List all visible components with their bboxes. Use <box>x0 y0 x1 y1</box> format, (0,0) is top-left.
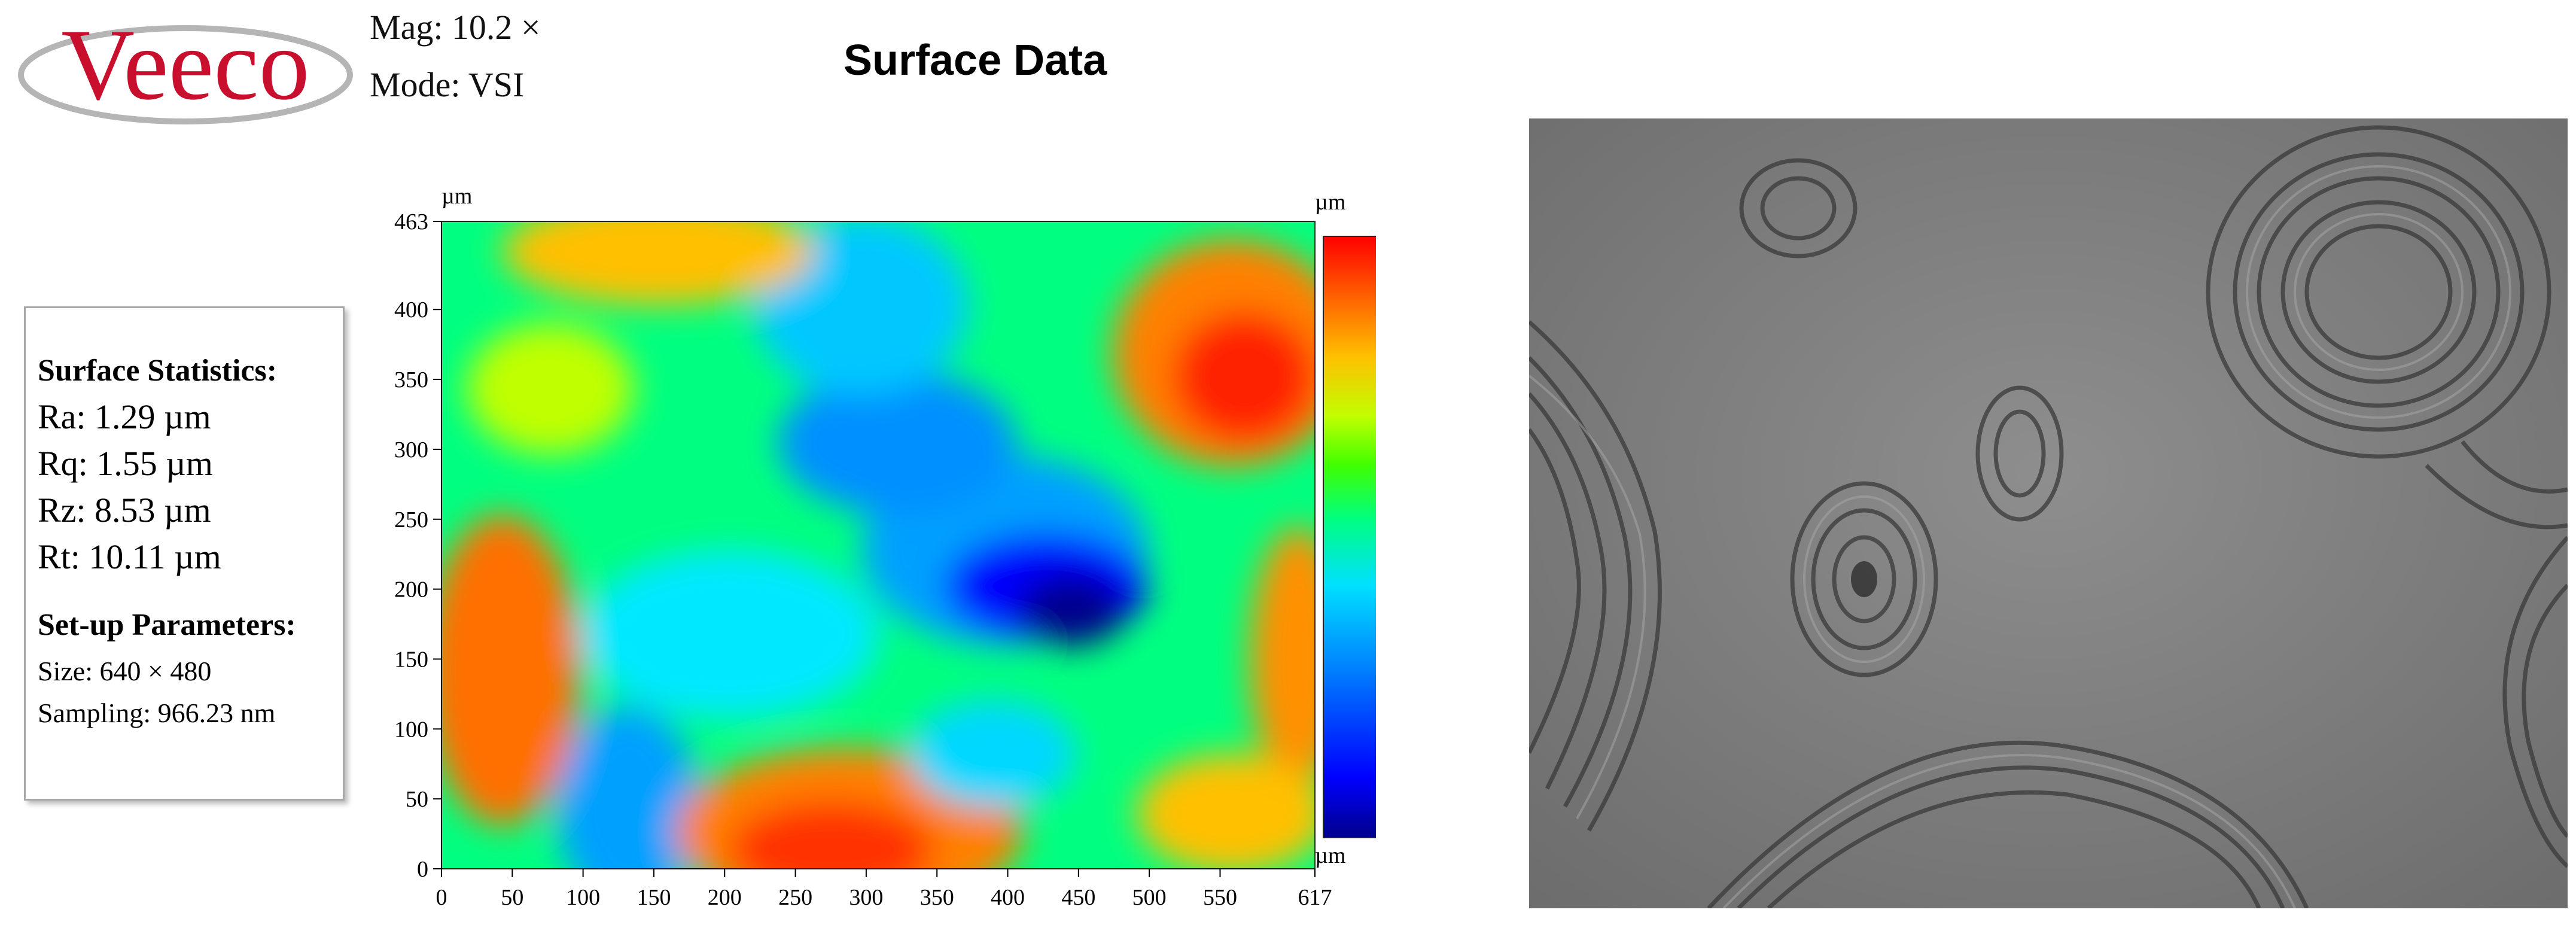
interferogram-image <box>1529 118 2568 908</box>
x-tick-label: 200 <box>708 885 742 910</box>
y-axis-ticks: 0 50 100 150 200 250 300 350 400 463 <box>394 209 441 882</box>
page-title: Surface Data <box>844 36 1107 84</box>
surface-height-map: µm 0 50 100 150 200 250 300 350 400 463 0 50 100 150… <box>394 184 1376 910</box>
setup-sampling: Sampling: 966.23 nm <box>38 698 276 728</box>
x-tick-label: 500 <box>1132 885 1167 910</box>
colorbar-bottom-unit: µm <box>1315 843 1345 868</box>
interference-fringes <box>1529 125 2568 908</box>
y-tick-label: 200 <box>394 577 428 603</box>
y-tick-label: 400 <box>394 297 428 323</box>
setup-parameters-heading: Set-up Parameters: <box>38 608 296 642</box>
stat-rq: Rq: 1.55 µm <box>38 444 213 483</box>
stat-ra: Ra: 1.29 µm <box>38 397 211 436</box>
colorbar-top-unit: µm <box>1315 190 1345 215</box>
x-tick-label: 617 <box>1298 885 1332 910</box>
y-tick-label: 150 <box>394 647 428 672</box>
y-tick-label: 463 <box>394 209 428 235</box>
y-tick-label: 100 <box>394 717 428 742</box>
setup-size: Size: 640 × 480 <box>38 656 212 686</box>
x-tick-label: 350 <box>920 885 954 910</box>
y-tick-label: 300 <box>394 437 428 463</box>
y-tick-label: 350 <box>394 367 428 393</box>
magnification-label: Mag: 10.2 × <box>370 8 541 47</box>
y-tick-label: 250 <box>394 507 428 533</box>
x-tick-label: 100 <box>566 885 600 910</box>
veeco-logo: Veeco <box>12 9 359 129</box>
y-tick-label: 50 <box>406 787 428 812</box>
colorbar <box>1323 236 1376 838</box>
x-tick-label: 150 <box>637 885 671 910</box>
surface-statistics-heading: Surface Statistics: <box>38 354 278 388</box>
x-tick-label: 550 <box>1203 885 1237 910</box>
stat-rt: Rt: 10.11 µm <box>38 537 221 576</box>
x-tick-label: 300 <box>849 885 883 910</box>
y-tick-label: 0 <box>417 857 428 882</box>
heatmap-image <box>441 221 1315 869</box>
x-tick-label: 250 <box>778 885 812 910</box>
surface-statistics-panel: Surface Statistics: Ra: 1.29 µm Rq: 1.55… <box>24 306 345 801</box>
x-tick-label: 50 <box>501 885 523 910</box>
x-tick-label: 0 <box>436 885 447 910</box>
x-tick-label: 400 <box>991 885 1025 910</box>
x-axis-ticks: 0 50 100 150 200 250 300 350 400 450 500 550 617 <box>436 869 1332 910</box>
stat-rz: Rz: 8.53 µm <box>38 491 211 530</box>
y-axis-unit: µm <box>441 184 472 209</box>
x-tick-label: 450 <box>1061 885 1095 910</box>
veeco-logo-graphic: Veeco <box>18 9 353 124</box>
mode-label: Mode: VSI <box>370 65 525 104</box>
logo-text: Veeco <box>61 9 309 121</box>
